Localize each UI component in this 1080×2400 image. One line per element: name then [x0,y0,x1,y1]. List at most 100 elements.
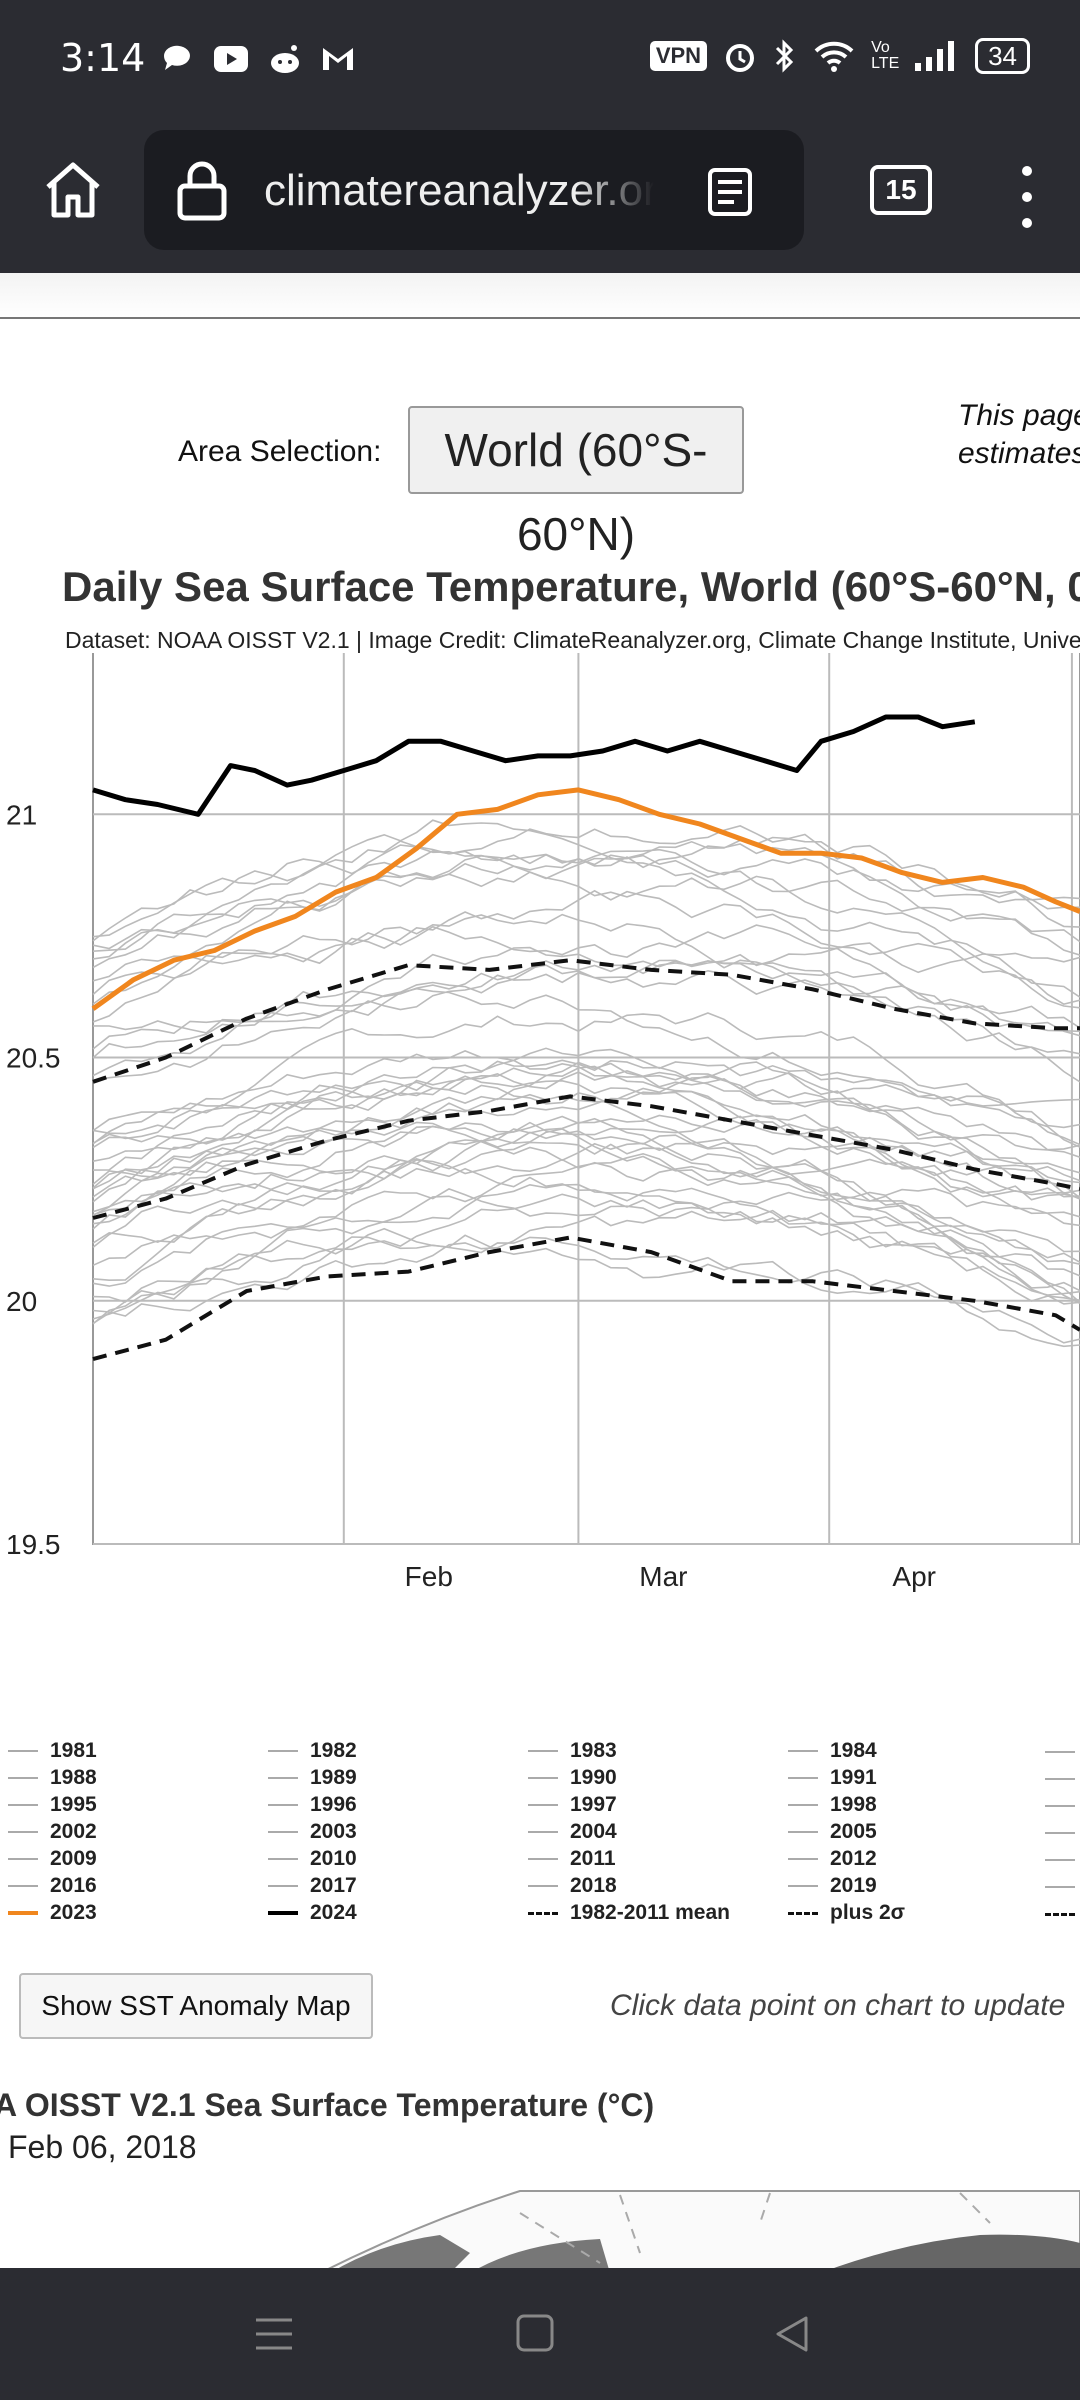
historical-year-line [92,1091,1080,1198]
legend-swatch [8,1911,38,1916]
legend-item[interactable]: 2012 [788,1847,877,1871]
reader-mode-icon[interactable] [704,166,756,218]
legend-swatch [788,1831,818,1834]
legend-swatch [268,1885,298,1888]
legend-label: plus 2σ [830,1901,906,1924]
series-line-1982-2011-mean [92,1094,1080,1220]
legend-item[interactable]: 1988 [8,1766,97,1790]
historical-year-line [92,1061,1080,1199]
legend-item[interactable]: 2002 [8,1820,97,1844]
url-bar[interactable]: climatereanalyzer.org [144,130,804,250]
legend-swatch [788,1804,818,1807]
legend-item[interactable]: 2009 [8,1847,97,1871]
series-line-minus-2- [92,1235,1080,1362]
url-text[interactable]: climatereanalyzer.org [264,166,654,215]
x-tick-label: Feb [405,1561,453,1592]
legend-swatch [1045,1778,1075,1780]
legend-swatch [788,1750,818,1753]
legend-item[interactable]: 1982-2011 mean [528,1901,730,1925]
area-selection-dropdown[interactable]: World (60°S-60°N) [408,406,744,560]
home-icon[interactable] [40,157,106,223]
legend-item[interactable]: 1989 [268,1766,357,1790]
legend-item[interactable]: 1996 [268,1793,357,1817]
legend-label: 1984 [830,1739,877,1762]
notification-icons [160,42,356,76]
legend-item[interactable]: 1990 [528,1766,617,1790]
legend-item[interactable]: 2004 [528,1820,617,1844]
lock-icon[interactable] [174,160,230,222]
legend-label: 1991 [830,1766,877,1789]
intro-text: This page estimates [958,399,1080,470]
vpn-badge: VPN [649,41,708,71]
back-icon[interactable] [772,2314,812,2354]
legend-label: 1990 [570,1766,617,1789]
legend-swatch [268,1831,298,1834]
legend-label: 1997 [570,1793,617,1816]
legend-label: 1996 [310,1793,357,1816]
historical-year-line [92,1065,1080,1227]
legend-label: 2017 [310,1874,357,1897]
legend-item[interactable]: 1981 [8,1739,97,1763]
legend-label: 2003 [310,1820,357,1843]
legend-label: 1982-2011 mean [570,1901,730,1924]
historical-year-line [92,833,1080,942]
historical-year-line [92,964,1080,1055]
legend-swatch [528,1777,558,1780]
legend-item[interactable]: plus 2σ [788,1901,905,1925]
battery-indicator: 34 [975,38,1030,74]
home-nav-icon[interactable] [514,2312,556,2354]
sst-map[interactable] [0,2183,1080,2273]
legend-swatch [268,1911,298,1916]
legend-item[interactable]: 2018 [528,1874,617,1898]
legend-label: 2011 [570,1847,616,1870]
legend-item[interactable]: 1998 [788,1793,877,1817]
series-line-plus-2- [92,958,1080,1084]
historical-year-line [92,1236,1080,1348]
legend-item[interactable]: 2023 [8,1901,97,1925]
legend-item[interactable]: 1995 [8,1793,97,1817]
legend-label: 1988 [50,1766,97,1789]
historical-year-lines [92,819,1080,1348]
historical-year-line [92,924,1080,1037]
reddit-icon [271,45,299,73]
legend-swatch [8,1885,38,1888]
historical-year-line [92,848,1080,960]
legend-item[interactable]: 2010 [268,1847,357,1871]
overflow-menu-icon[interactable] [1012,161,1042,233]
legend-label: 2005 [830,1820,877,1843]
legend-swatch [788,1858,818,1861]
legend-item[interactable]: 2016 [8,1874,97,1898]
legend-label: 2012 [830,1847,877,1870]
legend-label: 2019 [830,1874,877,1897]
legend-label: 2016 [50,1874,97,1897]
legend-item[interactable]: 2024 [268,1901,357,1925]
legend-swatch [268,1804,298,1807]
legend-item[interactable]: 2017 [268,1874,357,1898]
tab-switcher-button[interactable]: 15 [870,165,932,215]
legend-swatch [8,1804,38,1807]
historical-year-line [92,987,1080,1107]
recents-icon[interactable] [252,2314,296,2354]
legend-item[interactable]: 2011 [528,1847,616,1871]
legend-item[interactable]: 1982 [268,1739,357,1763]
legend-swatch [788,1777,818,1780]
legend-item[interactable]: 1983 [528,1739,617,1763]
chart-subtitle: Dataset: NOAA OISST V2.1 | Image Credit:… [65,627,1080,653]
legend-item[interactable]: 2005 [788,1820,877,1844]
legend-item[interactable]: 1984 [788,1739,877,1763]
legend-item[interactable]: 1997 [528,1793,617,1817]
legend-item[interactable]: 2019 [788,1874,877,1898]
legend-swatch [268,1858,298,1861]
legend-item[interactable]: 2003 [268,1820,357,1844]
historical-year-line [92,942,1080,1077]
show-sst-anomaly-map-button[interactable]: Show SST Anomaly Map [19,1973,373,2039]
y-tick-label: 20 [6,1286,37,1317]
legend-item[interactable]: 1991 [788,1766,877,1790]
network-type: Vo LTE [871,39,900,72]
gmail-icon [323,48,353,70]
historical-year-line [92,1081,1080,1174]
legend-swatch [528,1750,558,1753]
x-tick-label: Mar [639,1561,687,1592]
